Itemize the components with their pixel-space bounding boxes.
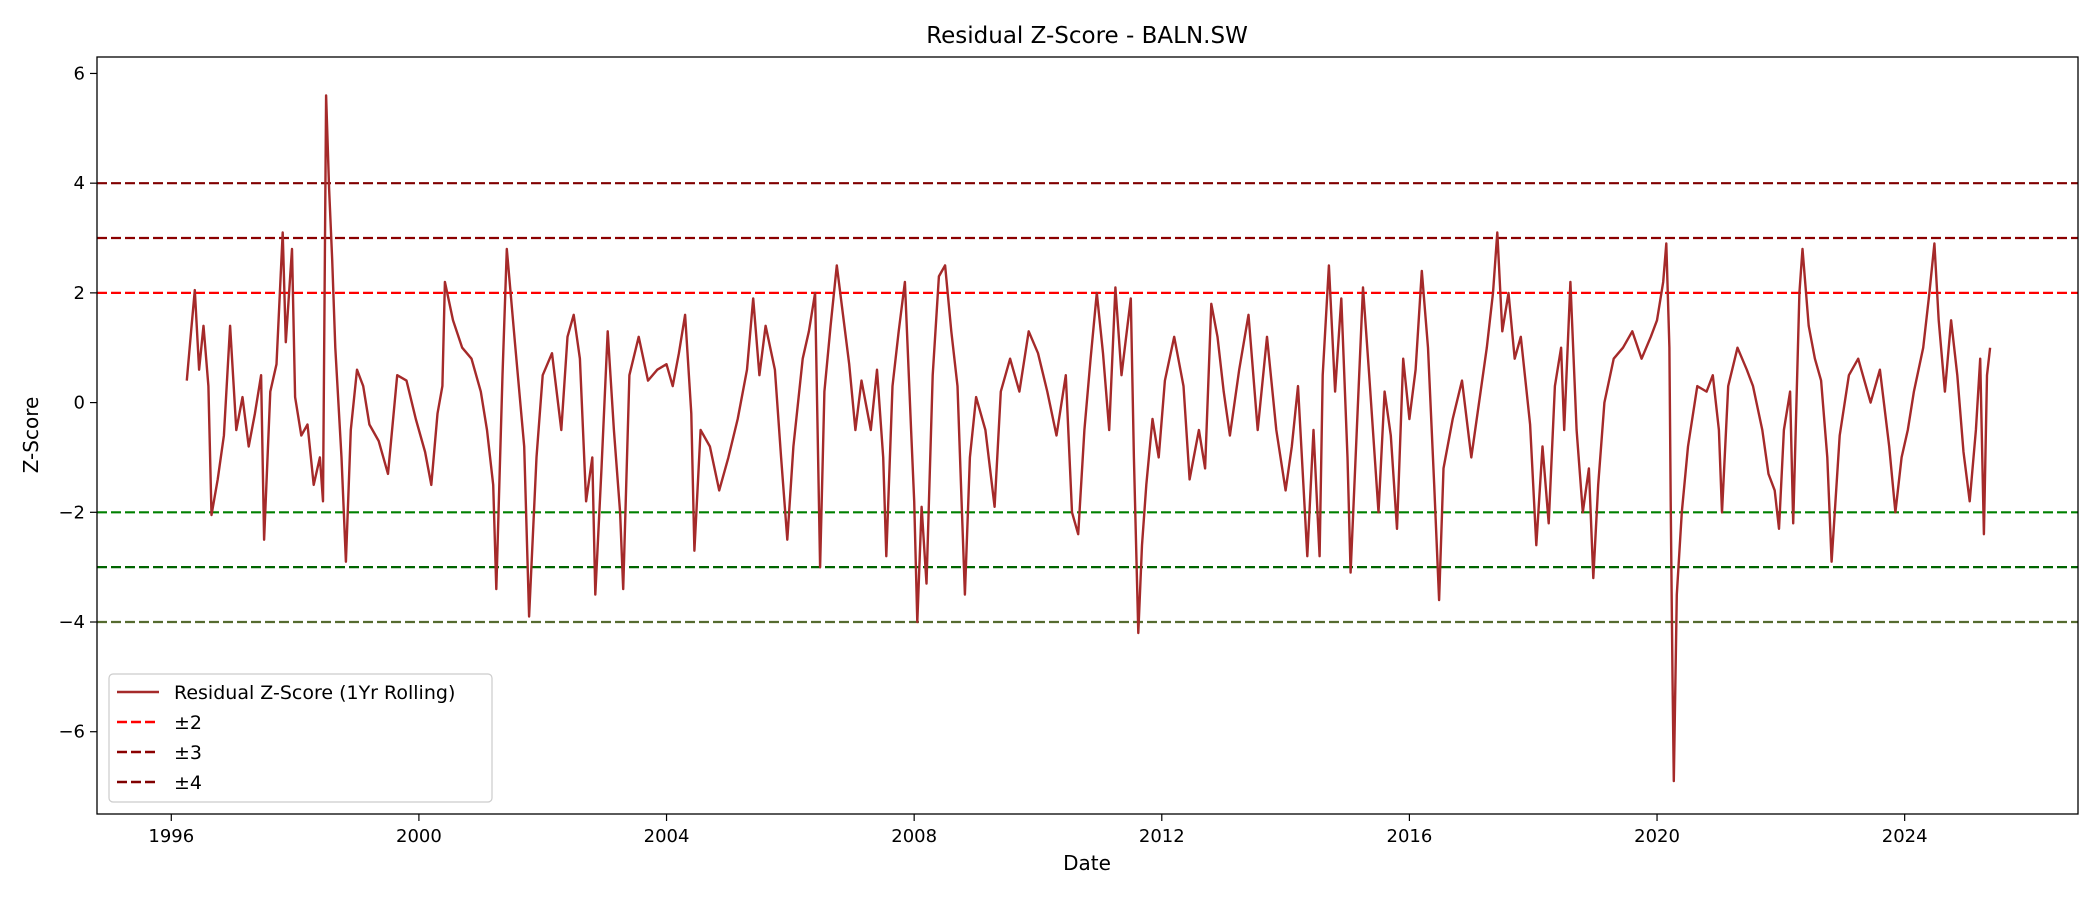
y-axis: −6 −4 −2 0 2 4 6 <box>58 63 97 743</box>
y-tick-label: 2 <box>74 283 85 304</box>
y-tick-label: 6 <box>74 63 85 84</box>
x-tick-label: 2024 <box>1882 826 1928 847</box>
x-tick-label: 2012 <box>1139 826 1185 847</box>
plot-frame <box>96 56 2079 815</box>
x-tick-label: 2020 <box>1634 826 1680 847</box>
legend-label: Residual Z-Score (1Yr Rolling) <box>174 682 455 704</box>
y-tick-label: −6 <box>58 722 85 743</box>
x-tick-label: 2004 <box>644 826 690 847</box>
legend-box <box>108 673 493 803</box>
x-tick-label: 1996 <box>148 826 194 847</box>
y-tick-label: 4 <box>74 173 85 194</box>
x-axis-label: Date <box>1063 851 1111 875</box>
y-tick-label: −2 <box>58 502 85 523</box>
legend: Residual Z-Score (1Yr Rolling) ±2 ±3 ±4 <box>108 673 493 803</box>
series-layer <box>185 94 1992 783</box>
series-line <box>185 94 1992 783</box>
chart-title: Residual Z-Score - BALN.SW <box>926 23 1248 49</box>
x-tick-label: 2016 <box>1387 826 1433 847</box>
y-tick-label: −4 <box>58 612 85 633</box>
x-tick-label: 2008 <box>891 826 937 847</box>
x-tick-label: 2000 <box>396 826 442 847</box>
legend-label: ±3 <box>174 742 202 764</box>
y-axis-label: Z-Score <box>19 397 43 474</box>
y-tick-label: 0 <box>74 393 85 414</box>
reference-lines <box>97 182 2078 624</box>
legend-label: ±4 <box>174 772 202 794</box>
x-axis: 1996 2000 2004 2008 2012 2016 2020 2024 <box>148 814 1928 847</box>
legend-label: ±2 <box>174 712 202 734</box>
